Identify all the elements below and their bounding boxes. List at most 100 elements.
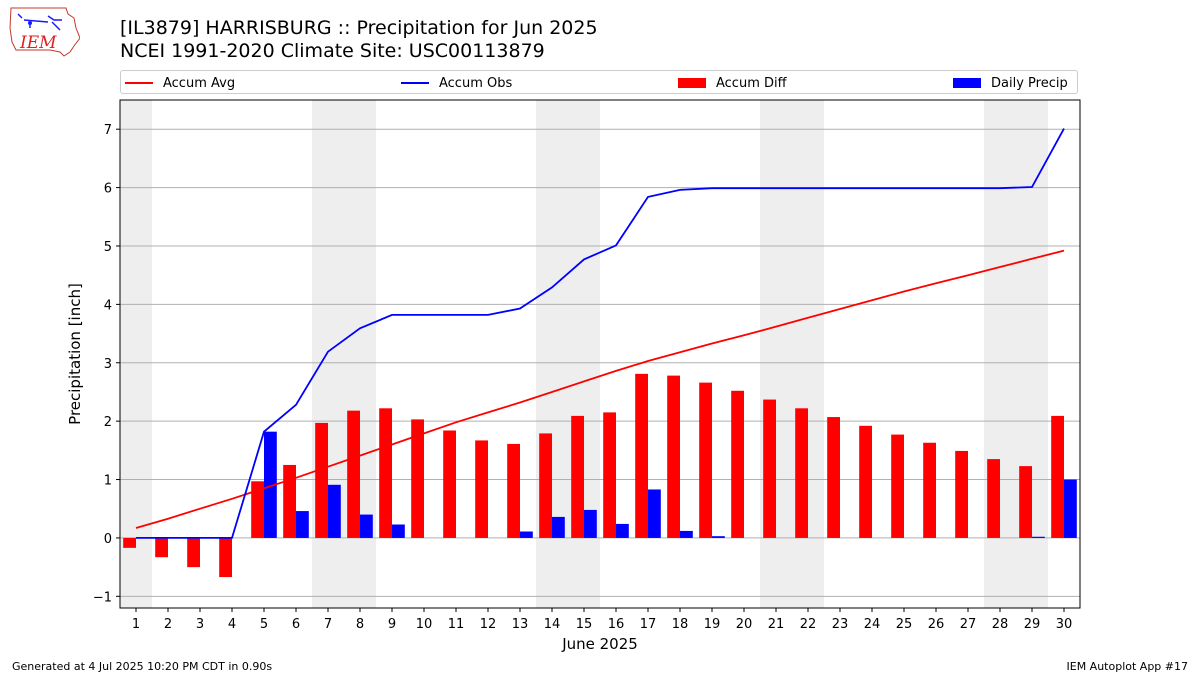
y-tick-label: −1 [93, 590, 112, 605]
accum-diff-bar [507, 443, 520, 538]
accum-diff-bar [379, 408, 392, 538]
line-series [135, 128, 1065, 539]
y-tick-label: 5 [104, 240, 112, 255]
accum-avg-line [135, 249, 1065, 529]
x-axis-ticks: 1 2 3 4 5 6 7 8 9 10 11 12 13 14 15 16 17 18 19 20 21 22 23 24 2… [132, 608, 1072, 632]
accum-diff-bar [827, 417, 840, 538]
legend-item-daily-precip: Daily Precip [953, 71, 1068, 95]
x-tick-label: 10 [416, 617, 433, 632]
x-tick-label: 3 [196, 617, 204, 632]
y-tick-label: 3 [104, 357, 112, 372]
legend-label-accum-obs: Accum Obs [439, 75, 513, 91]
daily-precip-bar [296, 511, 309, 538]
y-tick-label: 0 [104, 532, 112, 547]
accum-diff-bar [219, 537, 232, 578]
x-tick-label: 5 [260, 617, 268, 632]
accum-diff-bar [795, 408, 808, 538]
x-tick-label: 13 [512, 617, 529, 632]
x-tick-label: 29 [1024, 617, 1041, 632]
legend-item-accum-avg: Accum Avg [125, 71, 235, 95]
x-tick-label: 8 [356, 617, 364, 632]
legend-swatch-accum-obs [401, 82, 429, 84]
accum-diff-bar [283, 464, 296, 538]
accum-obs-line [136, 128, 1065, 539]
iem-logo: IEM [9, 7, 80, 57]
x-tick-label: 23 [832, 617, 849, 632]
daily-precip-bar [264, 431, 277, 538]
y-axis-ticks: −1 0 1 2 3 4 5 6 7 [93, 123, 120, 605]
x-tick-label: 12 [480, 617, 497, 632]
daily-precip-bar [584, 509, 597, 538]
x-tick-label: 9 [388, 617, 396, 632]
x-tick-label: 25 [896, 617, 913, 632]
accum-diff-bar [315, 422, 328, 538]
accum-diff-bar [411, 419, 424, 538]
daily-precip-bar [360, 514, 373, 538]
y-tick-label: 1 [104, 474, 112, 489]
x-tick-label: 24 [864, 617, 881, 632]
x-tick-label: 14 [544, 617, 561, 632]
legend-item-accum-obs: Accum Obs [401, 71, 512, 95]
daily-precip-bar [680, 530, 693, 538]
accum-diff-bar [1019, 466, 1032, 538]
y-axis-label: Precipitation [inch] [66, 283, 84, 425]
logo-text: IEM [19, 33, 57, 53]
accum-diff-bar [603, 412, 616, 538]
accum-diff-bar [859, 425, 872, 538]
x-tick-label: 19 [704, 617, 721, 632]
x-tick-label: 15 [576, 617, 593, 632]
daily-precip-bar [328, 484, 341, 538]
x-tick-label: 30 [1056, 617, 1073, 632]
y-tick-label: 7 [104, 123, 112, 138]
x-tick-label: 16 [608, 617, 625, 632]
accum-diff-bar [955, 450, 968, 538]
y-tick-label: 2 [104, 415, 112, 430]
bar-series [123, 373, 1077, 578]
accum-diff-bar [699, 382, 712, 538]
x-tick-label: 6 [292, 617, 300, 632]
legend-label-accum-diff: Accum Diff [716, 75, 787, 91]
daily-precip-bar [712, 536, 725, 538]
daily-precip-bar [1032, 536, 1045, 538]
x-tick-label: 28 [992, 617, 1009, 632]
x-tick-label: 27 [960, 617, 977, 632]
legend-swatch-accum-diff [678, 78, 706, 88]
accum-diff-bar [347, 410, 360, 538]
accum-diff-bar [987, 459, 1000, 538]
legend-item-accum-diff: Accum Diff [678, 71, 787, 95]
x-tick-label: 21 [768, 617, 785, 632]
footer-app: IEM Autoplot App #17 [1066, 660, 1189, 673]
daily-precip-bar [616, 523, 629, 538]
daily-precip-bar [392, 524, 405, 538]
accum-diff-bar [891, 434, 904, 538]
legend: Accum Avg Accum Obs Accum Diff Daily Pre… [120, 70, 1078, 94]
y-tick-label: 4 [104, 298, 112, 313]
x-tick-label: 22 [800, 617, 817, 632]
x-tick-label: 7 [324, 617, 332, 632]
accum-diff-bar [1051, 415, 1064, 538]
x-tick-label: 2 [164, 617, 172, 632]
footer-generated: Generated at 4 Jul 2025 10:20 PM CDT in … [12, 660, 273, 673]
x-axis-label: June 2025 [561, 635, 638, 653]
accum-diff-bar [923, 442, 936, 538]
accum-diff-bar [251, 481, 264, 538]
legend-label-daily-precip: Daily Precip [991, 75, 1068, 91]
x-tick-label: 1 [132, 617, 140, 632]
accum-diff-bar [667, 375, 680, 538]
accum-diff-bar [187, 537, 200, 568]
x-tick-label: 20 [736, 617, 753, 632]
x-tick-label: 17 [640, 617, 657, 632]
accum-diff-bar [731, 390, 744, 538]
accum-diff-bar [539, 433, 552, 538]
legend-label-accum-avg: Accum Avg [163, 75, 236, 91]
x-tick-label: 11 [448, 617, 465, 632]
y-tick-label: 6 [104, 182, 112, 197]
accum-diff-bar [443, 430, 456, 538]
accum-diff-bar [123, 537, 136, 548]
legend-swatch-daily-precip [953, 78, 981, 88]
chart-title: [IL3879] HARRISBURG :: Precipitation for… [120, 17, 598, 39]
accum-diff-bar [763, 399, 776, 538]
daily-precip-bar [1064, 479, 1077, 538]
weekend-band [120, 100, 152, 608]
